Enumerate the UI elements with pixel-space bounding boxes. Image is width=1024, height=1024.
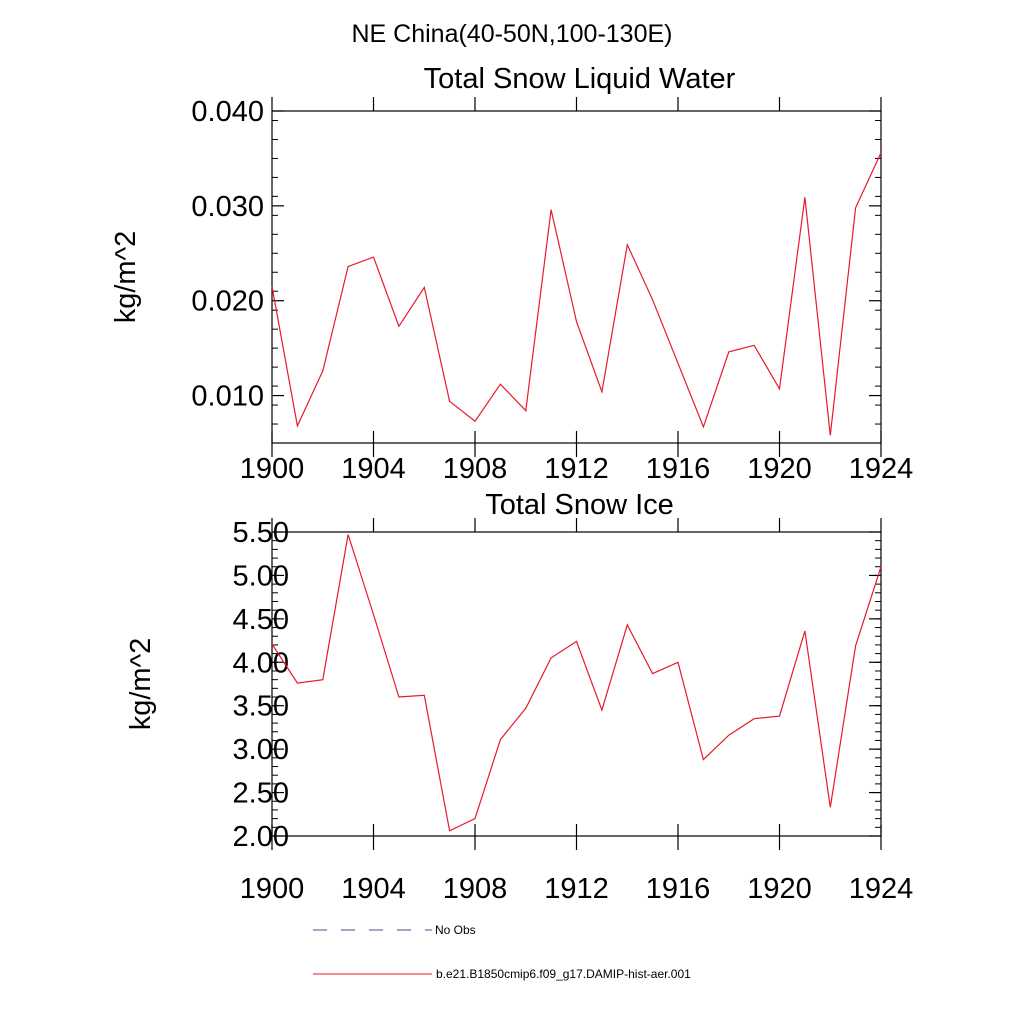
y-tick-label: 0.020 [191,286,264,318]
x-tick-label: 1920 [747,453,812,485]
plot-frame [271,110,882,444]
y-tick-label: 4.00 [233,647,289,679]
x-tick-label: 1904 [341,873,406,905]
legend: No Obs b.e21.B1850cmip6.f09_g17.DAMIP-hi… [313,923,691,981]
y-tick-label: 5.00 [233,560,289,592]
y-tick-label: 5.50 [233,517,289,549]
figure-suptitle: NE China(40-50N,100-130E) [351,20,672,48]
chart-title: Total Snow Ice [485,489,674,521]
x-tick-label: 1908 [443,453,508,485]
series-line [271,534,882,832]
panel-snow-liquid-water: Total Snow Liquid Water kg/m^2 1900 1904 190… [110,63,913,485]
x-tick-label: 1904 [341,453,406,485]
y-tick-label: 2.00 [233,821,289,853]
y-axis-label: kg/m^2 [125,638,157,731]
x-tick-label: 1916 [646,873,711,905]
x-tick-label: 1908 [443,873,508,905]
x-tick-label: 1924 [849,453,914,485]
x-tick-label: 1900 [240,873,305,905]
series-line [271,152,882,436]
legend-no-obs-label: No Obs [435,923,476,937]
chart-title: Total Snow Liquid Water [424,63,736,95]
x-tick-label: 1920 [747,873,812,905]
y-tick-label: 0.040 [191,96,264,128]
y-tick-label: 4.50 [233,604,289,636]
panel-snow-ice: Total Snow Ice kg/m^2 1900 1904 1908 1912 1916… [125,489,913,905]
x-tick-label: 1916 [646,453,711,485]
x-tick-label: 1912 [544,873,609,905]
y-axis-label: kg/m^2 [110,231,142,324]
x-tick-label: 1900 [240,453,305,485]
x-tick-label: 1924 [849,873,914,905]
legend-series-label: b.e21.B1850cmip6.f09_g17.DAMIP-hist-aer.… [436,967,691,981]
y-tick-label: 2.50 [233,778,289,810]
x-tick-label: 1912 [544,453,609,485]
y-tick-label: 3.00 [233,734,289,766]
y-tick-label: 3.50 [233,691,289,723]
y-tick-label: 0.010 [191,381,264,413]
y-tick-label: 0.030 [191,191,264,223]
